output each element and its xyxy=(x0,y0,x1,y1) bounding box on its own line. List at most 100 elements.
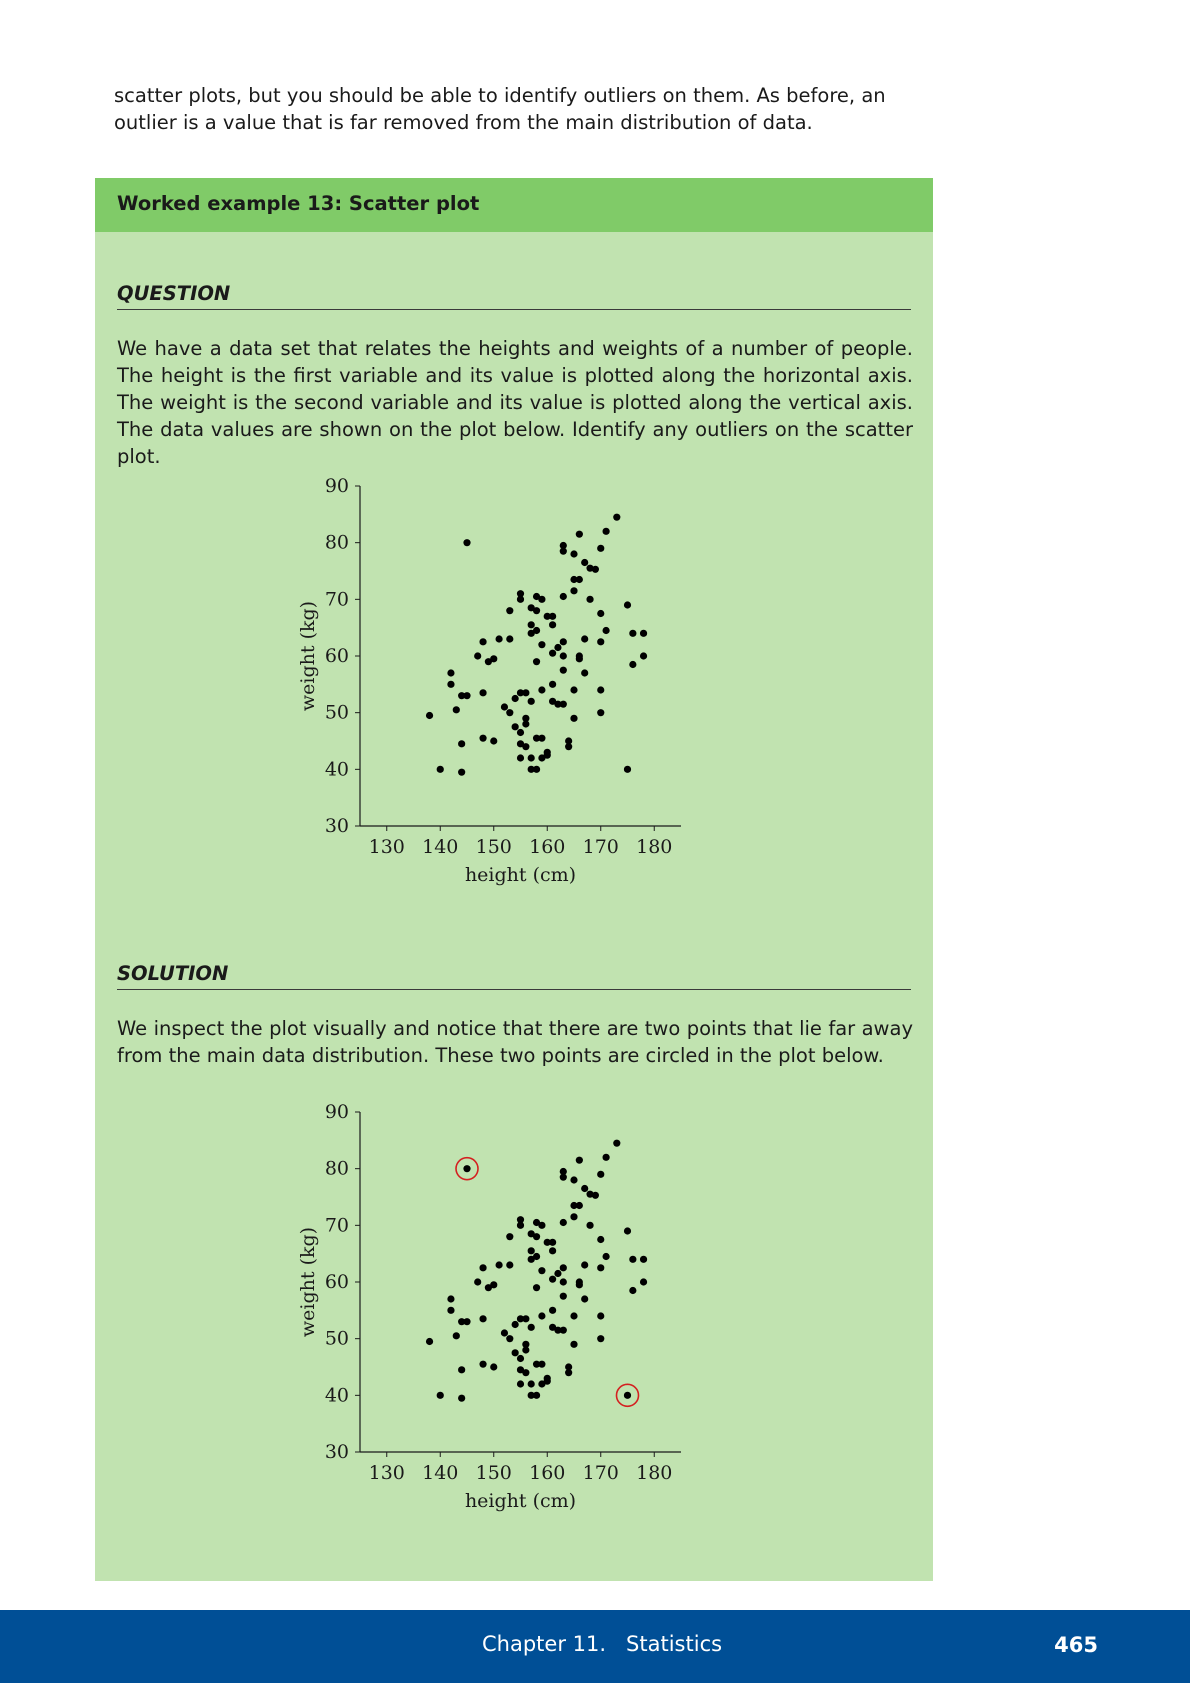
data-point xyxy=(559,541,567,550)
data-point xyxy=(597,1264,605,1272)
data-point xyxy=(458,692,466,700)
data-point xyxy=(559,547,567,555)
data-point xyxy=(597,709,605,717)
data-point xyxy=(543,1377,551,1385)
data-point xyxy=(570,1176,578,1184)
data-point xyxy=(559,592,567,601)
data-point xyxy=(516,1380,525,1388)
data-point xyxy=(538,1312,546,1320)
data-point xyxy=(623,1391,632,1399)
data-point xyxy=(581,1295,589,1303)
y-tick-label: 40 xyxy=(325,758,349,780)
data-point xyxy=(463,539,471,547)
data-point xyxy=(591,565,599,573)
data-point xyxy=(500,703,509,711)
question-scatter-svg: 30 40 50 60 70 80 90 130 140 150 160 170 180 height (… xyxy=(297,475,681,886)
data-point xyxy=(532,658,541,666)
data-point xyxy=(527,1255,535,1263)
data-point xyxy=(506,635,514,643)
data-point xyxy=(559,1326,567,1334)
data-point xyxy=(506,709,514,717)
data-point xyxy=(527,629,535,637)
data-point xyxy=(522,1315,530,1323)
data-point xyxy=(639,629,648,637)
data-point xyxy=(570,686,578,694)
data-point xyxy=(538,1221,546,1229)
data-point xyxy=(559,1278,567,1286)
data-point xyxy=(565,1363,573,1371)
data-point xyxy=(463,1318,471,1326)
data-point xyxy=(458,1394,466,1402)
data-point xyxy=(479,1315,487,1323)
intro-paragraph: scatter plots, but you should be able to… xyxy=(114,84,886,134)
data-point xyxy=(549,649,557,657)
data-point xyxy=(506,1335,514,1343)
data-point xyxy=(543,1238,551,1246)
data-point xyxy=(559,1167,567,1176)
solution-scatter-plot: 30 40 50 60 70 80 90 130 140 150 160 170 180 height (… xyxy=(295,1101,695,1526)
x-tick-label: 130 xyxy=(369,836,405,858)
data-point xyxy=(581,1184,589,1193)
data-point xyxy=(570,575,578,584)
data-point xyxy=(458,740,466,748)
data-point xyxy=(511,1349,519,1357)
data-point xyxy=(597,609,605,618)
data-point xyxy=(549,621,557,629)
y-tick-label: 90 xyxy=(325,1101,349,1123)
data-point xyxy=(570,1201,578,1210)
data-point xyxy=(538,686,546,694)
data-point xyxy=(565,1369,573,1377)
y-tick-label: 60 xyxy=(325,1271,349,1293)
data-point xyxy=(527,1380,535,1388)
data-point xyxy=(527,765,535,773)
data-point xyxy=(532,1391,541,1399)
data-point xyxy=(532,765,541,773)
x-tick-label: 150 xyxy=(476,1462,512,1484)
data-point xyxy=(522,689,530,697)
data-point xyxy=(623,601,632,609)
data-point xyxy=(527,604,535,612)
data-point xyxy=(575,530,583,538)
data-point xyxy=(527,1247,535,1255)
data-point xyxy=(554,643,562,652)
data-point xyxy=(586,595,594,603)
data-point xyxy=(559,1218,567,1227)
data-point xyxy=(522,743,530,751)
data-point xyxy=(506,1261,514,1269)
y-tick-label: 30 xyxy=(325,815,349,837)
question-scatter-plot: 30 40 50 60 70 80 90 130 140 150 160 170 180 height (… xyxy=(295,475,695,900)
data-point xyxy=(458,1366,466,1374)
data-point xyxy=(490,737,498,745)
data-point xyxy=(639,1278,648,1286)
data-point xyxy=(613,513,621,521)
data-point xyxy=(602,527,610,535)
data-point xyxy=(479,734,487,742)
y-tick-label: 80 xyxy=(325,532,349,554)
data-point xyxy=(484,658,492,666)
data-point xyxy=(474,1278,482,1286)
data-point xyxy=(516,754,525,762)
data-point xyxy=(597,1235,605,1244)
data-point xyxy=(538,595,546,603)
data-point xyxy=(474,652,482,660)
data-point xyxy=(447,680,455,688)
data-point xyxy=(532,1218,541,1227)
page-footer: Chapter 11. Statistics 465 xyxy=(0,1610,1190,1683)
data-point xyxy=(549,1306,557,1314)
data-point xyxy=(575,1156,583,1164)
data-point xyxy=(527,1230,535,1238)
question-heading: QUESTION xyxy=(117,282,911,310)
data-point xyxy=(500,1329,509,1337)
data-point xyxy=(570,714,578,722)
x-axis-title: height (cm) xyxy=(465,864,576,886)
data-point xyxy=(559,638,567,646)
data-point xyxy=(549,1323,557,1331)
data-point xyxy=(549,1275,557,1283)
data-point xyxy=(516,590,525,598)
data-point xyxy=(581,635,589,643)
x-tick-label: 180 xyxy=(636,1462,672,1484)
y-tick-label: 30 xyxy=(325,1441,349,1463)
solution-scatter-svg: 30 40 50 60 70 80 90 130 140 150 160 170 180 height (… xyxy=(297,1101,681,1512)
data-point xyxy=(516,1366,525,1374)
data-point xyxy=(554,700,562,708)
